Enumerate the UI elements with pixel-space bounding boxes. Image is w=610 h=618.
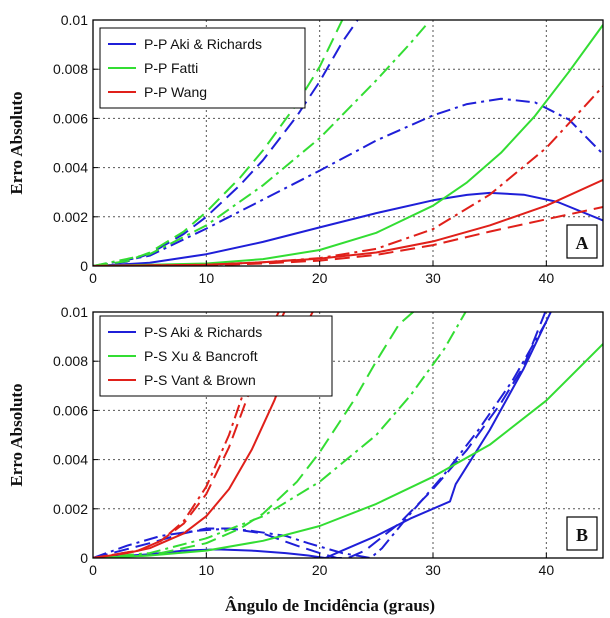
series-line-6 [93, 23, 429, 266]
series-line-8 [93, 206, 603, 266]
legend-entry: P-P Wang [144, 84, 207, 100]
y-tick-label: 0.004 [53, 452, 88, 468]
y-tick-label: 0.01 [61, 12, 88, 28]
y-tick-label: 0.01 [61, 304, 88, 320]
y-tick-label: 0.008 [53, 353, 88, 369]
series-line-4 [93, 24, 603, 266]
x-tick-label: 10 [199, 270, 215, 286]
panel-label-box [566, 516, 598, 551]
series-line-2 [93, 312, 547, 558]
series-line-6 [93, 312, 467, 558]
series-line-9 [93, 312, 280, 558]
series-line-9 [93, 85, 603, 266]
x-tick-label: 10 [199, 562, 215, 578]
y-axis-label: Erro Absoluto [7, 91, 26, 194]
series-line-3 [93, 97, 603, 266]
panel-label-box [566, 224, 598, 259]
y-tick-label: 0.004 [53, 160, 88, 176]
panel-label: A [576, 233, 589, 253]
y-tick-label: 0 [80, 258, 88, 274]
x-tick-label: 0 [89, 562, 97, 578]
y-tick-label: 0.002 [53, 501, 88, 517]
legend-entry: P-P Aki & Richards [144, 36, 262, 52]
y-axis-label: Erro Absoluto [7, 383, 26, 486]
legend-entry: P-S Aki & Richards [144, 324, 262, 340]
x-tick-label: 20 [312, 562, 328, 578]
panel-b: 0 10 20 30 40 0 0.002 0.004 0.006 0.008 0.01 Erro A… [7, 304, 604, 578]
legend-entry: P-S Xu & Bancroft [144, 348, 258, 364]
x-tick-label: 20 [312, 270, 328, 286]
series-line-4 [93, 343, 603, 558]
x-tick-label: 40 [539, 270, 555, 286]
panel-label: B [576, 525, 588, 545]
x-tick-label: 30 [425, 270, 441, 286]
panel-a: 0 10 20 30 40 0 0.002 0.004 0.006 0.008 0.01 Erro A… [7, 12, 604, 286]
x-tick-label: 40 [539, 562, 555, 578]
axes-frame [92, 311, 604, 559]
axes-frame [92, 19, 604, 267]
series-line-5 [93, 312, 415, 558]
y-tick-label: 0.006 [53, 402, 88, 418]
y-tick-label: 0.006 [53, 110, 88, 126]
legend-entry: P-P Fatti [144, 60, 198, 76]
series-line-3 [93, 321, 548, 558]
y-tick-label: 0.002 [53, 209, 88, 225]
x-tick-label: 0 [89, 270, 97, 286]
y-tick-label: 0.008 [53, 61, 88, 77]
legend-entry: P-S Vant & Brown [144, 372, 256, 388]
x-tick-label: 30 [425, 562, 441, 578]
legend-box [99, 315, 333, 397]
x-axis-label: Ângulo de Incidência (graus) [225, 596, 435, 615]
y-tick-label: 0 [80, 550, 88, 566]
series-line-1 [93, 191, 603, 266]
